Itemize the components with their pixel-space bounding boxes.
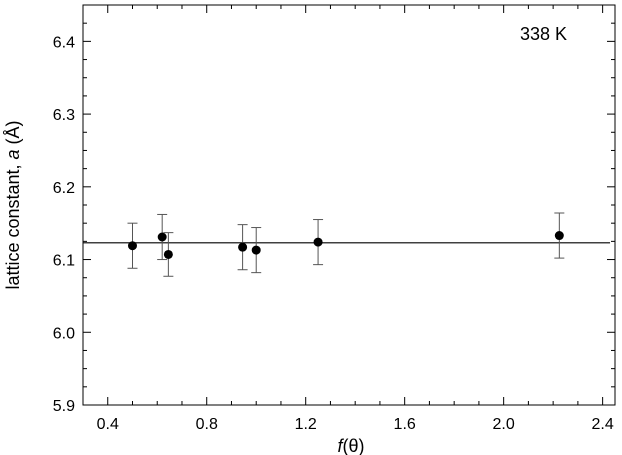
x-axis-title-italic: f bbox=[337, 436, 344, 455]
y-axis-title: lattice constant, a (Å) bbox=[3, 120, 23, 289]
data-point bbox=[163, 249, 173, 259]
data-point bbox=[251, 245, 261, 255]
data-point bbox=[157, 232, 167, 242]
x-tick-label: 2.0 bbox=[493, 416, 515, 433]
y-tick-label: 6.0 bbox=[53, 325, 75, 342]
data-marks bbox=[83, 212, 611, 277]
y-tick-label: 6.4 bbox=[53, 34, 75, 51]
x-axis-ticks: 0.4 0.8 1.2 1.6 2.0 2.4 bbox=[82, 5, 614, 433]
x-tick-label: 1.6 bbox=[394, 416, 416, 433]
temperature-annotation: 338 K bbox=[520, 24, 567, 44]
y-tick-label: 6.1 bbox=[53, 253, 75, 270]
plot-frame bbox=[82, 4, 616, 406]
data-point bbox=[554, 231, 564, 241]
data-point bbox=[127, 241, 137, 251]
x-axis-title-rest: (θ) bbox=[343, 436, 365, 455]
y-tick-label: 6.3 bbox=[53, 107, 75, 124]
data-point bbox=[313, 237, 323, 247]
y-tick-label: 6.2 bbox=[53, 180, 75, 197]
y-axis-title-pre: lattice constant, bbox=[3, 159, 23, 289]
y-axis-ticks: 5.9 6.0 6.1 6.2 6.3 6.4 bbox=[53, 4, 615, 415]
x-tick-label: 0.8 bbox=[196, 416, 218, 433]
y-axis-title-italic: a bbox=[3, 149, 23, 159]
data-point bbox=[238, 242, 248, 252]
y-tick-label: 5.9 bbox=[53, 398, 75, 415]
x-axis-title: f(θ) bbox=[337, 436, 364, 455]
x-tick-label: 2.4 bbox=[592, 416, 614, 433]
x-tick-label: 0.4 bbox=[97, 416, 119, 433]
x-tick-label: 1.2 bbox=[295, 416, 317, 433]
y-axis-title-post: (Å) bbox=[3, 120, 23, 149]
